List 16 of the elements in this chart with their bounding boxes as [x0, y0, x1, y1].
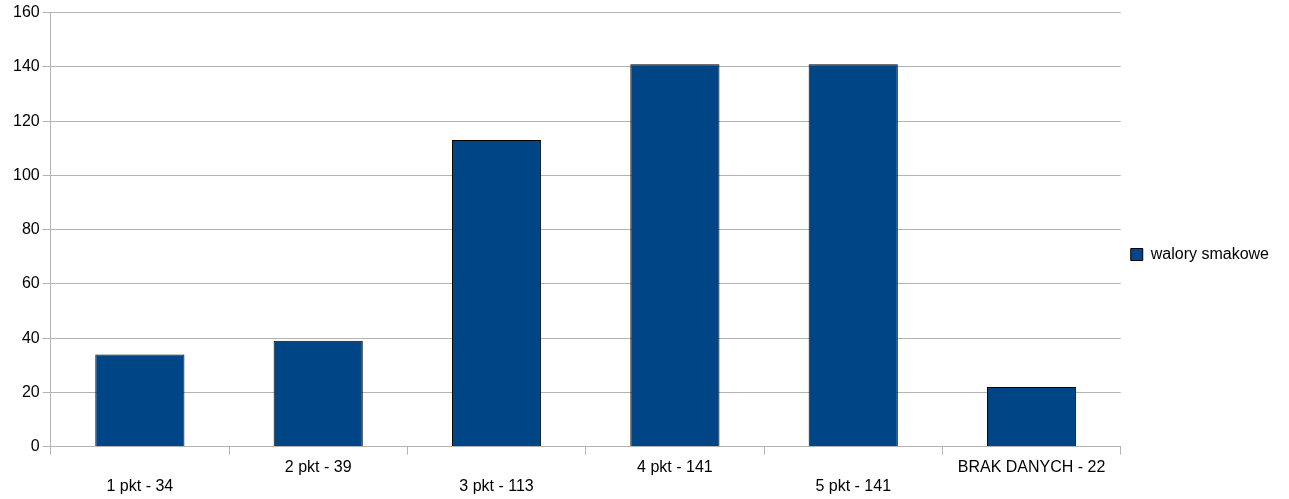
y-tick-label: 80 — [21, 220, 40, 238]
x-tick-label: 5 pkt - 141 — [815, 476, 892, 494]
y-tick-label: 40 — [21, 328, 40, 346]
x-tick-label: BRAK DANYCH - 22 — [957, 457, 1106, 475]
y-tick-label: 100 — [12, 165, 40, 183]
y-tick-label: 60 — [21, 274, 40, 292]
x-tick-label: 3 pkt - 113 — [459, 476, 534, 494]
y-tick-label: 160 — [12, 3, 40, 21]
y-tick-label: 0 — [30, 437, 40, 455]
legend-label: walory smakowe — [1149, 244, 1270, 262]
y-tick-label: 120 — [12, 111, 40, 129]
x-tick-label: 2 pkt - 39 — [284, 457, 352, 475]
y-tick-label: 20 — [21, 382, 40, 400]
x-tick-label: 4 pkt - 141 — [637, 457, 713, 475]
x-tick-label: 1 pkt - 34 — [106, 476, 174, 494]
y-tick-label: 140 — [12, 57, 40, 75]
